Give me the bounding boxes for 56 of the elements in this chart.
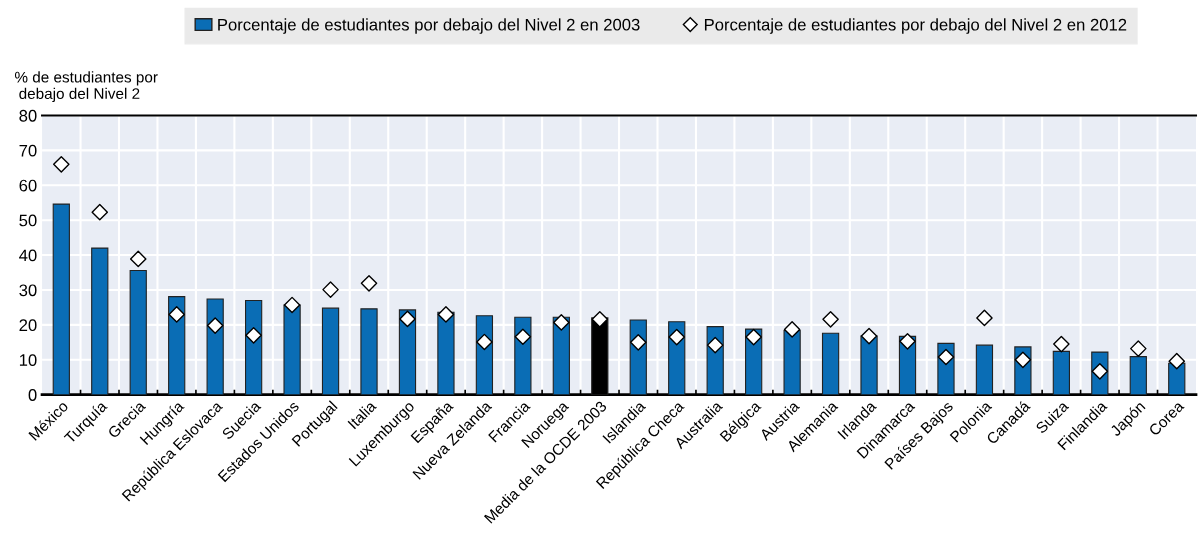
bar — [168, 296, 186, 395]
point — [245, 327, 262, 344]
bar — [1129, 356, 1147, 395]
point — [591, 310, 609, 328]
bar — [52, 203, 70, 395]
legend-label: Porcentaje de estudiantes por debajo del Nivel 2 en 2012 — [704, 18, 1127, 34]
point — [937, 348, 955, 366]
point — [629, 334, 647, 351]
bar — [360, 308, 378, 395]
point — [91, 203, 109, 221]
bar — [975, 344, 994, 395]
y-tick-label: 0 — [28, 389, 37, 401]
bar — [437, 311, 455, 395]
point — [514, 328, 532, 346]
y-tick-label: 50 — [19, 214, 37, 227]
y-tick-label: 80 — [19, 109, 37, 122]
point — [168, 306, 185, 323]
point — [1091, 363, 1109, 380]
point — [860, 327, 878, 345]
bar — [129, 269, 147, 395]
point — [283, 296, 301, 314]
point — [1053, 335, 1070, 353]
y-tick-label: 20 — [19, 319, 37, 332]
y-tick-label: 60 — [19, 179, 37, 192]
y-tick-label: 30 — [19, 284, 37, 297]
point — [899, 332, 916, 350]
point — [360, 275, 378, 292]
point — [476, 333, 493, 351]
point — [976, 309, 993, 327]
bar — [91, 247, 109, 395]
legend-label: Porcentaje de estudiantes por debajo del Nivel 2 en 2003 — [218, 18, 640, 34]
point — [668, 328, 686, 346]
point — [52, 156, 70, 173]
y-tick-label: 40 — [19, 249, 37, 262]
bar — [821, 332, 840, 395]
point — [745, 328, 762, 346]
y-tick-label: 70 — [19, 144, 37, 157]
y-axis-title: % de estudiantes por debajo del Nivel 2 — [14, 71, 158, 103]
bar — [283, 304, 301, 395]
point — [399, 310, 416, 328]
bar — [244, 299, 263, 395]
bar — [1052, 350, 1070, 395]
y-tick-label: 10 — [19, 354, 37, 366]
point — [783, 321, 801, 338]
point — [437, 306, 455, 323]
point — [822, 310, 839, 328]
point — [1014, 351, 1032, 369]
point — [553, 314, 570, 331]
bar — [860, 335, 878, 395]
bar — [321, 307, 340, 395]
point — [129, 250, 147, 268]
point — [706, 336, 724, 354]
point — [322, 281, 339, 298]
point — [1168, 352, 1186, 370]
point — [1129, 340, 1147, 357]
bar — [783, 329, 801, 395]
